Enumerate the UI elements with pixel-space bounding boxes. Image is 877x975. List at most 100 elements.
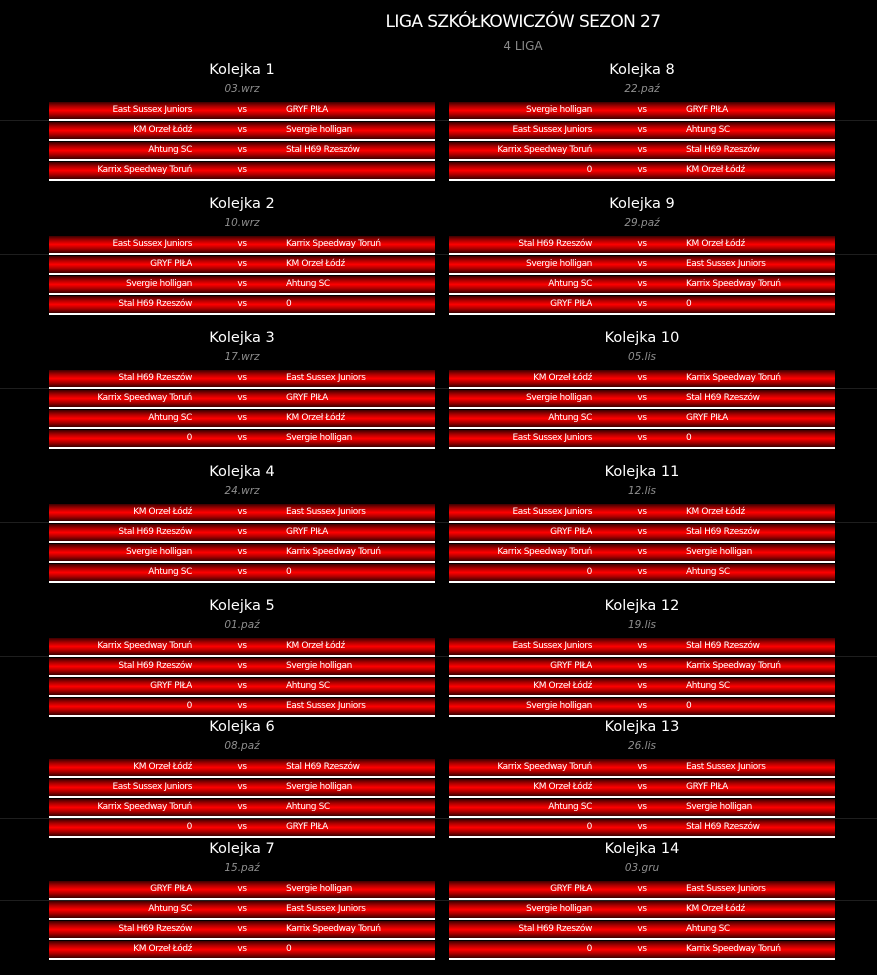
match-row[interactable]: 0 vs Svergie holligan: [49, 430, 435, 449]
home-team: Svergie holligan: [526, 701, 592, 711]
match-row[interactable]: KM Orzeł Łódź vs Karrix Speedway Toruń: [449, 370, 835, 389]
vs-label: vs: [637, 239, 647, 249]
match-row[interactable]: GRYF PIŁA vs East Sussex Juniors: [449, 881, 835, 900]
round-date: 22.paź: [624, 83, 660, 95]
background-divider: [0, 388, 877, 389]
home-team: Ahtung SC: [148, 567, 192, 577]
match-row[interactable]: East Sussex Juniors vs 0: [449, 430, 835, 449]
away-team: KM Orzeł Łódź: [286, 259, 345, 269]
round-title: Kolejka 9: [609, 196, 675, 212]
home-team: Svergie holligan: [526, 393, 592, 403]
home-team: East Sussex Juniors: [512, 433, 593, 443]
match-row[interactable]: Stal H69 Rzeszów vs 0: [49, 296, 435, 315]
match-row[interactable]: GRYF PIŁA vs Stal H69 Rzeszów: [449, 524, 835, 543]
match-row[interactable]: Karrix Speedway Toruń vs Ahtung SC: [49, 799, 435, 818]
match-row[interactable]: Ahtung SC vs KM Orzeł Łódź: [49, 410, 435, 429]
home-team: Stal H69 Rzeszów: [518, 924, 592, 934]
vs-label: vs: [237, 884, 247, 894]
match-row[interactable]: GRYF PIŁA vs KM Orzeł Łódź: [49, 256, 435, 275]
vs-label: vs: [637, 413, 647, 423]
match-row[interactable]: KM Orzeł Łódź vs GRYF PIŁA: [449, 779, 835, 798]
home-team: East Sussex Juniors: [512, 507, 593, 517]
home-team: KM Orzeł Łódź: [133, 762, 192, 772]
match-row[interactable]: GRYF PIŁA vs Svergie holligan: [49, 881, 435, 900]
match-row[interactable]: Svergie holligan vs East Sussex Juniors: [449, 256, 835, 275]
match-row[interactable]: KM Orzeł Łódź vs 0: [49, 941, 435, 960]
match-row[interactable]: Svergie holligan vs Karrix Speedway Toruń: [49, 544, 435, 563]
home-team: Stal H69 Rzeszów: [118, 661, 192, 671]
match-row[interactable]: 0 vs GRYF PIŁA: [49, 819, 435, 838]
match-row[interactable]: Ahtung SC vs East Sussex Juniors: [49, 901, 435, 920]
round-title: Kolejka 6: [209, 719, 275, 735]
match-row[interactable]: KM Orzeł Łódź vs Ahtung SC: [449, 678, 835, 697]
match-row[interactable]: East Sussex Juniors vs Ahtung SC: [449, 122, 835, 141]
match-row[interactable]: Svergie holligan vs Ahtung SC: [49, 276, 435, 295]
match-row[interactable]: Stal H69 Rzeszów vs Karrix Speedway Toruń: [49, 921, 435, 940]
vs-label: vs: [237, 413, 247, 423]
match-row[interactable]: East Sussex Juniors vs Karrix Speedway Tor…: [49, 236, 435, 255]
match-row[interactable]: Ahtung SC vs 0: [49, 564, 435, 583]
vs-label: vs: [237, 373, 247, 383]
round-date: 03.gru: [624, 862, 660, 874]
match-row[interactable]: East Sussex Juniors vs GRYF PIŁA: [49, 102, 435, 121]
away-team: GRYF PIŁA: [286, 822, 328, 832]
match-row[interactable]: East Sussex Juniors vs Svergie holligan: [49, 779, 435, 798]
match-row[interactable]: Stal H69 Rzeszów vs Svergie holligan: [49, 658, 435, 677]
match-row[interactable]: Ahtung SC vs GRYF PIŁA: [449, 410, 835, 429]
match-row[interactable]: East Sussex Juniors vs KM Orzeł Łódź: [449, 504, 835, 523]
match-row[interactable]: GRYF PIŁA vs Ahtung SC: [49, 678, 435, 697]
match-row[interactable]: KM Orzeł Łódź vs Stal H69 Rzeszów: [49, 759, 435, 778]
vs-label: vs: [637, 944, 647, 954]
match-row[interactable]: 0 vs Karrix Speedway Toruń: [449, 941, 835, 960]
match-row[interactable]: Karrix Speedway Toruń vs Svergie holligan: [449, 544, 835, 563]
vs-label: vs: [237, 547, 247, 557]
match-row[interactable]: Ahtung SC vs Stal H69 Rzeszów: [49, 142, 435, 161]
match-row[interactable]: Svergie holligan vs 0: [449, 698, 835, 717]
match-row[interactable]: 0 vs Stal H69 Rzeszów: [449, 819, 835, 838]
match-row[interactable]: Stal H69 Rzeszów vs Ahtung SC: [449, 921, 835, 940]
away-team: Karrix Speedway Toruń: [686, 373, 781, 383]
vs-label: vs: [637, 762, 647, 772]
vs-label: vs: [637, 822, 647, 832]
match-row[interactable]: Stal H69 Rzeszów vs KM Orzeł Łódź: [449, 236, 835, 255]
vs-label: vs: [237, 145, 247, 155]
match-row[interactable]: GRYF PIŁA vs Karrix Speedway Toruń: [449, 658, 835, 677]
home-team: 0: [586, 567, 592, 577]
match-row[interactable]: Svergie holligan vs KM Orzeł Łódź: [449, 901, 835, 920]
round-title: Kolejka 12: [604, 598, 680, 614]
match-row[interactable]: GRYF PIŁA vs 0: [449, 296, 835, 315]
vs-label: vs: [637, 105, 647, 115]
match-row[interactable]: Karrix Speedway Toruń vs Stal H69 Rzeszów: [449, 142, 835, 161]
match-row[interactable]: Karrix Speedway Toruń vs East Sussex Junio…: [449, 759, 835, 778]
match-row[interactable]: Svergie holligan vs Stal H69 Rzeszów: [449, 390, 835, 409]
match-row[interactable]: Ahtung SC vs Karrix Speedway Toruń: [449, 276, 835, 295]
vs-label: vs: [637, 433, 647, 443]
vs-label: vs: [637, 904, 647, 914]
home-team: KM Orzeł Łódź: [133, 944, 192, 954]
vs-label: vs: [237, 259, 247, 269]
match-row[interactable]: 0 vs KM Orzeł Łódź: [449, 162, 835, 181]
vs-label: vs: [237, 299, 247, 309]
match-row[interactable]: Ahtung SC vs Svergie holligan: [449, 799, 835, 818]
background-divider: [0, 120, 877, 121]
match-row[interactable]: Svergie holligan vs GRYF PIŁA: [449, 102, 835, 121]
match-row[interactable]: 0 vs Ahtung SC: [449, 564, 835, 583]
home-team: Ahtung SC: [148, 145, 192, 155]
match-row[interactable]: 0 vs East Sussex Juniors: [49, 698, 435, 717]
match-row[interactable]: Karrix Speedway Toruń vs KM Orzeł Łódź: [49, 638, 435, 657]
match-row[interactable]: Stal H69 Rzeszów vs GRYF PIŁA: [49, 524, 435, 543]
match-row[interactable]: Stal H69 Rzeszów vs East Sussex Juniors: [49, 370, 435, 389]
vs-label: vs: [637, 393, 647, 403]
away-team: Svergie holligan: [286, 884, 352, 894]
match-row[interactable]: East Sussex Juniors vs Stal H69 Rzeszów: [449, 638, 835, 657]
match-row[interactable]: Karrix Speedway Toruń vs GRYF PIŁA: [49, 390, 435, 409]
away-team: Karrix Speedway Toruń: [286, 239, 381, 249]
match-row[interactable]: KM Orzeł Łódź vs Svergie holligan: [49, 122, 435, 141]
home-team: Ahtung SC: [148, 413, 192, 423]
away-team: East Sussex Juniors: [286, 373, 366, 383]
vs-label: vs: [237, 567, 247, 577]
match-row[interactable]: Karrix Speedway Toruń vs: [49, 162, 435, 181]
away-team: East Sussex Juniors: [286, 507, 366, 517]
vs-label: vs: [637, 527, 647, 537]
match-row[interactable]: KM Orzeł Łódź vs East Sussex Juniors: [49, 504, 435, 523]
